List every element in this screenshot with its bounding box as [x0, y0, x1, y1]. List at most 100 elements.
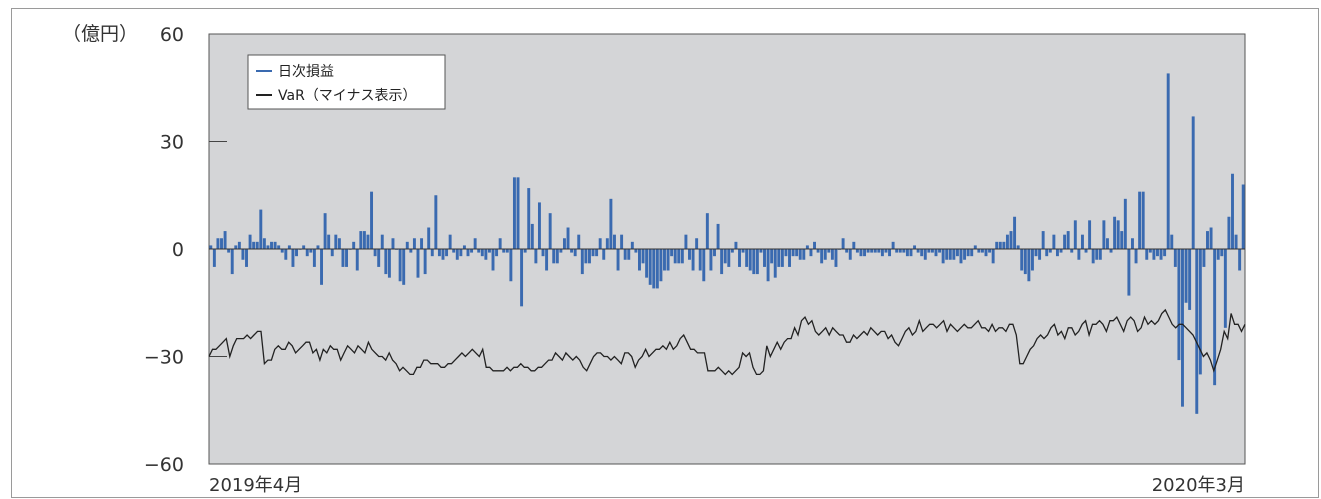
daily-pnl-bar	[212, 249, 216, 267]
daily-pnl-bar	[802, 249, 806, 260]
daily-pnl-bar	[1238, 249, 1242, 271]
daily-pnl-bar	[248, 234, 252, 249]
daily-pnl-bar	[573, 249, 577, 257]
daily-pnl-bar	[1002, 241, 1006, 249]
daily-pnl-bar	[1091, 249, 1095, 264]
daily-pnl-bar	[884, 249, 888, 253]
daily-pnl-bar	[587, 249, 591, 264]
daily-pnl-bar	[730, 249, 734, 253]
daily-pnl-bar	[638, 249, 641, 271]
daily-pnl-bar	[1173, 249, 1177, 267]
daily-pnl-bar	[1156, 249, 1159, 257]
daily-pnl-bar	[523, 249, 527, 253]
daily-pnl-bar	[752, 249, 756, 275]
daily-pnl-bar	[873, 249, 877, 253]
daily-pnl-bar	[1202, 249, 1206, 267]
daily-pnl-bar	[312, 249, 316, 267]
daily-pnl-bar	[859, 249, 863, 257]
daily-pnl-bar	[948, 249, 952, 260]
daily-pnl-bar	[373, 249, 377, 257]
daily-pnl-bar	[780, 249, 784, 267]
daily-pnl-bar	[1016, 245, 1020, 249]
daily-pnl-bar	[337, 238, 341, 249]
daily-pnl-bar	[1113, 216, 1117, 249]
daily-pnl-bar	[895, 249, 899, 253]
daily-pnl-bar	[1131, 238, 1134, 249]
daily-pnl-bar	[941, 249, 945, 264]
daily-pnl-bar	[898, 249, 902, 253]
daily-pnl-bar	[412, 238, 416, 249]
daily-pnl-bar	[970, 249, 974, 257]
daily-pnl-bar	[691, 249, 695, 271]
daily-pnl-bar	[655, 249, 659, 289]
daily-pnl-bar	[409, 249, 413, 253]
daily-pnl-bar	[845, 249, 849, 253]
daily-pnl-bar	[834, 249, 838, 267]
daily-pnl-bar	[773, 249, 777, 278]
daily-pnl-bar	[402, 249, 406, 285]
daily-pnl-bar	[1105, 238, 1109, 249]
daily-pnl-bar	[1027, 249, 1031, 282]
daily-pnl-bar	[530, 223, 534, 249]
daily-pnl-bar	[259, 209, 263, 249]
daily-pnl-bar	[602, 249, 606, 260]
daily-pnl-bar	[755, 249, 759, 275]
daily-pnl-bar	[1213, 249, 1217, 386]
daily-pnl-bar	[1127, 249, 1131, 296]
daily-pnl-bar	[666, 249, 670, 271]
daily-pnl-bar	[848, 249, 852, 260]
y-unit-label: （億円）	[62, 23, 138, 45]
daily-pnl-bar	[955, 249, 959, 257]
daily-pnl-bar	[1116, 220, 1120, 249]
daily-pnl-bar	[966, 249, 970, 257]
daily-pnl-bar	[763, 249, 766, 267]
daily-pnl-bar	[670, 249, 674, 257]
legend-box	[247, 54, 446, 110]
daily-pnl-bar	[545, 249, 549, 271]
daily-pnl-bar	[316, 245, 320, 249]
daily-pnl-bar	[830, 249, 834, 260]
daily-pnl-bar	[866, 249, 870, 253]
daily-pnl-bar	[913, 245, 917, 249]
y-tick-label: 60	[160, 24, 184, 46]
daily-pnl-bar	[1059, 249, 1063, 253]
daily-pnl-bar	[323, 213, 327, 249]
legend-label-pnl: 日次損益	[278, 64, 334, 80]
y-tick-label: 0	[172, 239, 184, 261]
daily-pnl-bar	[855, 249, 859, 253]
daily-pnl-bar	[345, 249, 349, 267]
daily-pnl-bar	[484, 249, 488, 260]
daily-pnl-bar	[341, 249, 345, 267]
daily-pnl-bar	[1052, 234, 1056, 249]
daily-pnl-bar	[916, 249, 920, 253]
daily-pnl-bar	[1148, 249, 1152, 253]
daily-pnl-bar	[505, 249, 509, 253]
daily-pnl-bar	[280, 249, 284, 253]
daily-pnl-bar	[620, 234, 624, 249]
daily-pnl-bar	[1152, 249, 1156, 260]
daily-pnl-bar	[841, 238, 845, 249]
daily-pnl-bar	[1216, 249, 1220, 260]
daily-pnl-bar	[434, 195, 438, 249]
daily-pnl-bar	[473, 238, 477, 249]
daily-pnl-bar	[1227, 216, 1231, 249]
daily-pnl-bar	[727, 249, 731, 267]
daily-pnl-bar	[809, 249, 813, 257]
daily-pnl-bar	[445, 249, 449, 257]
daily-pnl-bar	[302, 245, 306, 249]
daily-pnl-bar	[977, 249, 981, 253]
daily-pnl-bar	[509, 249, 513, 282]
daily-pnl-bar	[262, 238, 266, 249]
daily-pnl-bar	[255, 241, 259, 249]
daily-pnl-bar	[491, 249, 495, 271]
daily-pnl-bar	[1231, 173, 1234, 249]
daily-pnl-bar	[555, 249, 559, 264]
daily-pnl-bar	[1055, 249, 1059, 257]
daily-pnl-bar	[595, 249, 599, 257]
daily-pnl-bar	[1009, 231, 1013, 249]
daily-pnl-bar	[234, 245, 238, 249]
daily-pnl-bar	[1102, 220, 1106, 249]
daily-pnl-bar	[663, 249, 666, 271]
daily-pnl-bar	[991, 249, 995, 264]
daily-pnl-bar	[366, 234, 370, 249]
